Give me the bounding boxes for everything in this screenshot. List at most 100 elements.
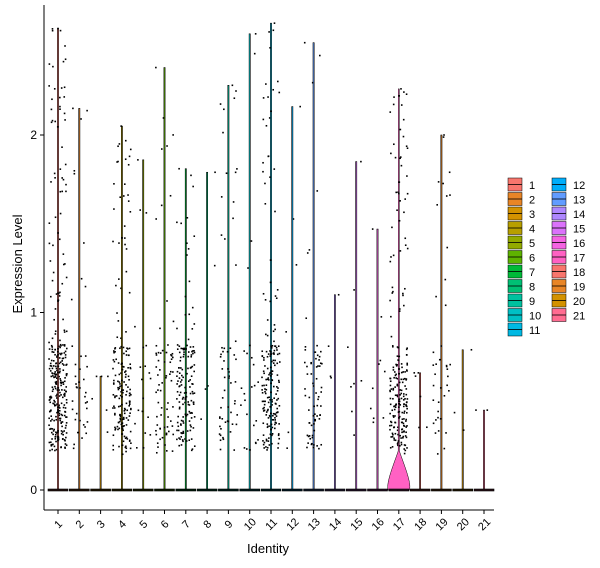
data-point	[403, 452, 406, 455]
data-point	[446, 246, 449, 249]
data-point	[61, 363, 64, 365]
data-point	[183, 351, 185, 353]
data-point	[125, 447, 128, 450]
data-point	[176, 429, 178, 432]
data-point	[63, 430, 65, 432]
y-axis-label: Expression Level	[10, 214, 25, 313]
data-point	[182, 422, 185, 424]
data-point	[265, 446, 267, 448]
data-point	[61, 421, 64, 423]
data-point	[129, 148, 132, 151]
data-point	[444, 278, 447, 281]
data-point	[213, 264, 216, 267]
legend-label: 6	[529, 253, 535, 265]
data-point	[398, 181, 401, 183]
data-point	[116, 161, 118, 163]
data-point	[117, 421, 120, 424]
data-point	[147, 416, 149, 419]
data-point	[176, 344, 179, 346]
data-point	[192, 346, 195, 348]
data-point	[63, 352, 66, 354]
data-point	[84, 391, 87, 394]
data-point	[262, 440, 264, 442]
data-point	[129, 363, 132, 365]
data-point	[383, 370, 386, 373]
data-point	[63, 439, 66, 441]
x-tick-label: 15	[348, 516, 365, 533]
x-tick-label: 8	[201, 518, 214, 531]
data-point	[48, 399, 51, 401]
data-point	[84, 285, 87, 288]
data-point	[310, 361, 312, 364]
violin-17	[387, 88, 411, 491]
data-point	[193, 392, 196, 394]
data-point	[315, 357, 317, 360]
data-point	[224, 238, 226, 240]
data-point	[59, 378, 61, 380]
data-point	[399, 445, 401, 447]
data-point	[119, 420, 121, 423]
data-point	[274, 359, 276, 362]
data-point	[389, 384, 392, 387]
data-point	[398, 415, 401, 418]
data-point	[405, 388, 408, 390]
violin-13	[312, 42, 315, 491]
data-point	[192, 185, 194, 188]
data-point	[172, 371, 174, 373]
data-point	[390, 388, 393, 390]
data-point	[56, 403, 58, 405]
data-point	[417, 372, 420, 374]
data-point	[350, 385, 352, 388]
data-point	[180, 379, 183, 381]
data-point	[310, 424, 313, 427]
data-point	[128, 439, 131, 442]
data-point	[396, 429, 399, 432]
data-point	[122, 195, 125, 197]
data-point	[272, 352, 275, 355]
data-point	[266, 426, 269, 429]
data-point	[219, 356, 222, 358]
y-tick-label: 2	[30, 128, 37, 142]
data-point	[61, 414, 64, 417]
data-point	[405, 418, 408, 421]
data-point	[127, 375, 130, 378]
data-point	[167, 344, 169, 346]
data-point	[181, 374, 183, 377]
data-point	[52, 271, 55, 274]
data-point	[267, 408, 269, 411]
data-point	[61, 396, 64, 399]
data-point	[185, 440, 188, 442]
data-point	[125, 424, 128, 426]
data-point	[397, 441, 399, 444]
data-point	[187, 403, 190, 406]
data-point	[232, 217, 234, 220]
data-point	[57, 347, 59, 350]
data-point	[129, 211, 132, 213]
data-point	[405, 420, 407, 422]
legend-label: 11	[529, 325, 540, 337]
data-point	[313, 405, 315, 408]
data-point	[392, 397, 394, 400]
data-point	[129, 447, 132, 450]
data-point	[273, 22, 276, 24]
data-point	[123, 225, 126, 227]
data-point	[48, 341, 50, 344]
data-point	[177, 380, 179, 382]
data-point	[311, 434, 314, 437]
data-point	[63, 331, 66, 333]
data-point	[445, 364, 448, 367]
violin-group-13	[303, 41, 324, 492]
data-point	[406, 362, 409, 365]
data-point	[119, 416, 122, 418]
data-point	[393, 408, 396, 411]
data-point	[65, 436, 67, 439]
data-point	[307, 442, 309, 444]
data-point	[182, 416, 184, 418]
data-point	[399, 157, 401, 160]
data-point	[155, 429, 157, 432]
data-point	[406, 147, 409, 150]
data-point	[439, 417, 442, 420]
data-point	[398, 219, 401, 222]
data-point	[183, 347, 185, 350]
data-point	[118, 381, 121, 383]
